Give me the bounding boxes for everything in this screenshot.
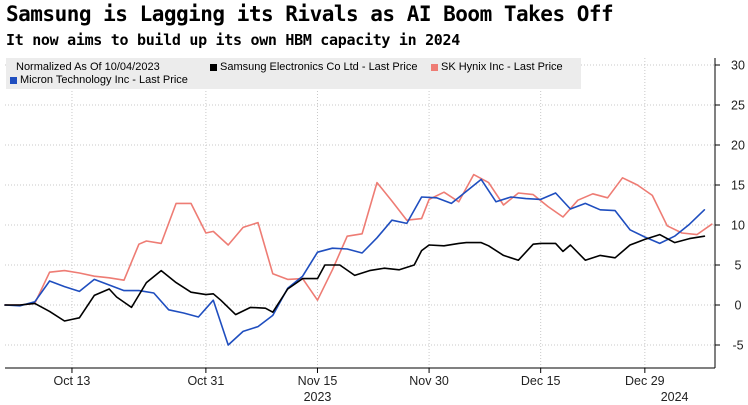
y-tick-label: 20 <box>731 139 745 153</box>
series-lines <box>4 173 713 346</box>
legend-item-sk-hynix: SK Hynix Inc - Last Price <box>431 61 563 73</box>
legend-swatch-sk-hynix <box>431 63 438 71</box>
x-tick-label: Oct 31 <box>187 374 224 388</box>
series-line-micron <box>4 178 706 346</box>
axes: -5 0 5 10 15 20 25 30 Oct 13 Oct 31 Nov 15 Nov 30 De… <box>5 58 745 404</box>
chart-subtitle: It now aims to build up its own HBM capa… <box>6 31 461 49</box>
legend-swatch-micron <box>10 76 17 84</box>
y-tick-label: 30 <box>731 59 745 73</box>
y-tick-label: 0 <box>735 299 742 313</box>
y-tick-label: 10 <box>731 219 745 233</box>
y-tick-label: 25 <box>731 99 745 113</box>
legend-swatch-samsung <box>210 63 217 71</box>
x-tick-label: Nov 15 <box>298 374 338 388</box>
legend-item-micron: Micron Technology Inc - Last Price <box>10 74 188 86</box>
x-year-label: 2023 <box>304 390 332 404</box>
series-line-sk-hynix <box>4 173 713 306</box>
legend: Normalized As Of 10/04/2023 Samsung Elec… <box>6 58 581 89</box>
legend-note: Normalized As Of 10/04/2023 <box>16 61 160 73</box>
legend-label-micron: Micron Technology Inc - Last Price <box>20 74 188 86</box>
x-year-label: 2024 <box>661 390 689 404</box>
legend-label-sk-hynix: SK Hynix Inc - Last Price <box>441 61 563 73</box>
x-tick-label: Dec 29 <box>625 374 665 388</box>
legend-note-text: Normalized As Of 10/04/2023 <box>16 61 160 73</box>
x-tick-label: Oct 13 <box>54 374 91 388</box>
legend-item-samsung: Samsung Electronics Co Ltd - Last Price <box>210 61 417 73</box>
y-tick-label: 15 <box>731 179 745 193</box>
series-line-samsung <box>4 233 706 322</box>
y-tick-label: -5 <box>732 339 743 353</box>
x-tick-label: Nov 30 <box>409 374 449 388</box>
y-tick-label: 5 <box>735 259 742 273</box>
legend-label-samsung: Samsung Electronics Co Ltd - Last Price <box>220 61 418 73</box>
x-tick-label: Dec 15 <box>521 374 561 388</box>
chart-title: Samsung is Lagging its Rivals as AI Boom… <box>6 2 614 26</box>
gridlines <box>5 58 715 368</box>
